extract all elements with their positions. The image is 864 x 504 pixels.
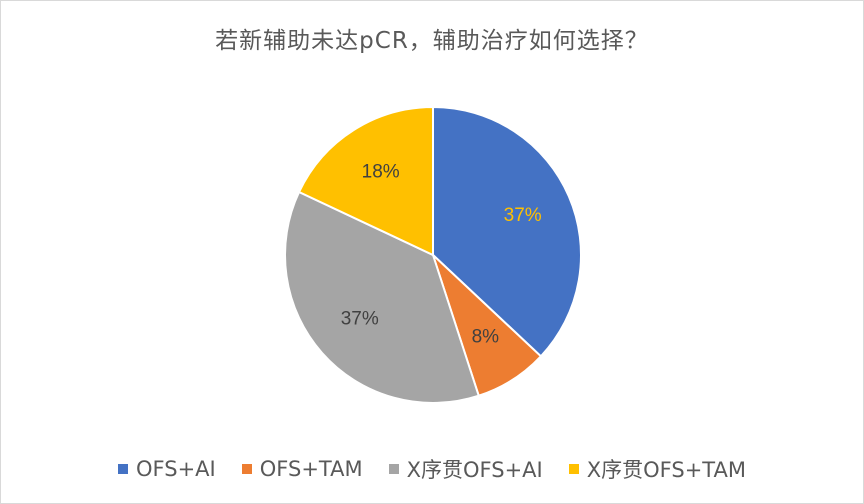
legend-swatch: [388, 464, 399, 474]
chart-title: 若新辅助未达pCR，辅助治疗如何选择？: [215, 28, 649, 54]
data-label-x-ofs-ai: 37%: [341, 309, 379, 330]
pie-slice-ofs-ai: [432, 105, 582, 358]
pie-slice-x-ofs-ai: [284, 190, 480, 404]
legend-swatch: [118, 464, 129, 474]
data-label-ofs-tam: 8%: [472, 326, 500, 347]
legend-item-ofs-tam: OFS+TAM: [241, 457, 363, 481]
pie-slice-x-ofs-tam: [297, 105, 434, 257]
data-label-ofs-ai: 37%: [504, 205, 542, 226]
legend-label: X序贯OFS+TAM: [586, 458, 746, 482]
legend-label: OFS+TAM: [259, 457, 363, 481]
legend-swatch: [241, 464, 252, 474]
legend-item-x-ofs-tam: X序贯OFS+TAM: [568, 454, 746, 484]
legend-label: X序贯OFS+AI: [406, 458, 543, 482]
legend-swatch: [568, 464, 579, 474]
legend: OFS+AI OFS+TAM X序贯OFS+AI X序贯OFS+TAM: [1, 454, 863, 484]
legend-item-ofs-ai: OFS+AI: [118, 457, 216, 481]
legend-label: OFS+AI: [136, 457, 216, 481]
data-label-x-ofs-tam: 18%: [362, 162, 400, 183]
legend-item-x-ofs-ai: X序贯OFS+AI: [388, 454, 543, 484]
